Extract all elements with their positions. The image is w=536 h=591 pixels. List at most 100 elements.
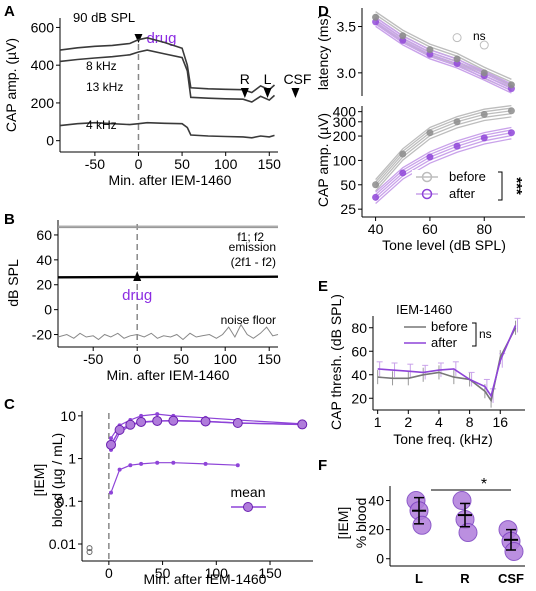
after-line bbox=[375, 126, 512, 193]
data-point bbox=[155, 460, 160, 465]
y-tick-label: 20 bbox=[36, 277, 52, 293]
legend-label: after bbox=[431, 335, 458, 350]
data-point bbox=[139, 413, 144, 418]
x-tick-label: 100 bbox=[205, 565, 229, 581]
legend-marker bbox=[421, 188, 433, 200]
after-line bbox=[375, 129, 512, 196]
panel-label-f: F bbox=[318, 457, 327, 474]
series-line bbox=[59, 121, 275, 139]
marker-arrow-icon bbox=[240, 88, 249, 98]
chart-d-latency: 3.0 3.5 latency (ms) ns bbox=[315, 8, 515, 96]
y-tick-label: -20 bbox=[32, 327, 52, 343]
series-label: (2f1 - f2) bbox=[231, 255, 276, 269]
series-line bbox=[57, 323, 279, 341]
after-point bbox=[507, 129, 515, 137]
after-line bbox=[375, 134, 512, 201]
y-tick-label: 0.01 bbox=[49, 536, 76, 552]
after-point bbox=[399, 169, 407, 177]
y-tick-label: 300 bbox=[333, 114, 357, 130]
y-tick-label: 60 bbox=[36, 227, 52, 243]
mean-point bbox=[106, 439, 117, 450]
y-axis-title: [IEM] bbox=[335, 507, 351, 540]
significance-label: * bbox=[481, 476, 487, 493]
after-line bbox=[375, 138, 512, 204]
chart-e: 20 40 60 80 1 2 4 8 16 CAP thresh. (dB SPL) Tone f… bbox=[328, 294, 525, 447]
drug-arrow-icon bbox=[133, 271, 142, 281]
x-tick-label: 16 bbox=[492, 414, 508, 430]
data-point bbox=[504, 541, 524, 561]
mean-point bbox=[136, 416, 147, 427]
outlier-point bbox=[452, 33, 462, 43]
outlier-point bbox=[479, 40, 489, 50]
legend-label: after bbox=[449, 186, 476, 201]
legend-marker bbox=[243, 502, 253, 512]
before-point bbox=[399, 32, 407, 40]
y-axis-title: CAP amp. (µV) bbox=[3, 38, 19, 132]
mean-point bbox=[232, 418, 243, 429]
y-axis-title: [IEM] bbox=[31, 464, 47, 497]
y-tick-label: 200 bbox=[31, 95, 55, 111]
panel-label-e: E bbox=[318, 278, 328, 295]
y-axis-title: dB SPL bbox=[5, 259, 21, 307]
after-point bbox=[453, 142, 461, 150]
x-axis-title: Tone level (dB SPL) bbox=[382, 237, 506, 253]
chart-title: IEM-1460 bbox=[396, 302, 452, 317]
x-tick-label: 2 bbox=[404, 414, 412, 430]
chart-b: -20 0 20 40 60 -50 0 50 100 150 dB SPL Min. after I… bbox=[5, 220, 281, 383]
before-point bbox=[372, 13, 380, 21]
chart-a: 0 200 400 600 -50 0 50 100 150 CAP amp. (µV) Min. … bbox=[3, 10, 311, 188]
significance-label: *** bbox=[508, 177, 525, 195]
after-line bbox=[375, 23, 512, 92]
x-tick-label: 150 bbox=[258, 351, 282, 367]
marker-arrow-icon bbox=[263, 88, 272, 98]
y-tick-label: 20 bbox=[351, 390, 367, 406]
mean-point bbox=[125, 419, 136, 430]
x-tick-label: 1 bbox=[374, 414, 382, 430]
series-line bbox=[110, 462, 238, 493]
y-tick-label: 10 bbox=[60, 408, 76, 424]
significance-label: ns bbox=[479, 327, 492, 341]
before-line bbox=[375, 104, 512, 181]
before-point bbox=[453, 118, 461, 126]
y-tick-label: 60 bbox=[351, 343, 367, 359]
x-axis-title: Min. after IEM-1460 bbox=[107, 367, 230, 383]
after-point bbox=[426, 153, 434, 161]
legend-label: mean bbox=[230, 484, 265, 500]
x-tick-label: 100 bbox=[214, 351, 238, 367]
data-point bbox=[452, 491, 472, 511]
y-tick-label: 400 bbox=[31, 57, 55, 73]
x-tick-label: 0 bbox=[105, 565, 113, 581]
y-axis-title: % blood bbox=[353, 498, 369, 549]
baseline-point bbox=[86, 545, 93, 552]
category-label: L bbox=[415, 571, 423, 586]
x-tick-label: 100 bbox=[214, 156, 238, 172]
series-label: 8 kHz bbox=[86, 59, 117, 73]
after-line bbox=[375, 21, 512, 90]
x-axis-title: Min. after IEM-1460 bbox=[109, 172, 232, 188]
x-tick-label: 50 bbox=[155, 565, 171, 581]
legend-marker bbox=[421, 171, 433, 183]
panel-label-b: B bbox=[4, 211, 15, 228]
chart-title: 90 dB SPL bbox=[73, 10, 135, 25]
significance-label: ns bbox=[473, 29, 486, 43]
before-line bbox=[375, 116, 512, 192]
before-point bbox=[507, 107, 515, 115]
significance-bracket bbox=[498, 171, 503, 201]
x-tick-label: 50 bbox=[173, 351, 189, 367]
data-point bbox=[412, 515, 432, 535]
legend-label: before bbox=[449, 169, 486, 184]
category-label: CSF bbox=[498, 571, 524, 586]
drug-label: drug bbox=[146, 30, 176, 47]
series-line bbox=[57, 275, 279, 279]
before-line bbox=[375, 113, 512, 189]
mean-point bbox=[297, 419, 308, 430]
before-point bbox=[507, 81, 515, 89]
y-tick-label: 80 bbox=[351, 320, 367, 336]
data-point bbox=[139, 461, 144, 466]
x-tick-label: 150 bbox=[258, 156, 282, 172]
y-axis-title: latency (ms) bbox=[315, 14, 331, 90]
data-point bbox=[235, 463, 240, 468]
mean-point bbox=[152, 415, 163, 426]
after-line bbox=[375, 132, 512, 198]
